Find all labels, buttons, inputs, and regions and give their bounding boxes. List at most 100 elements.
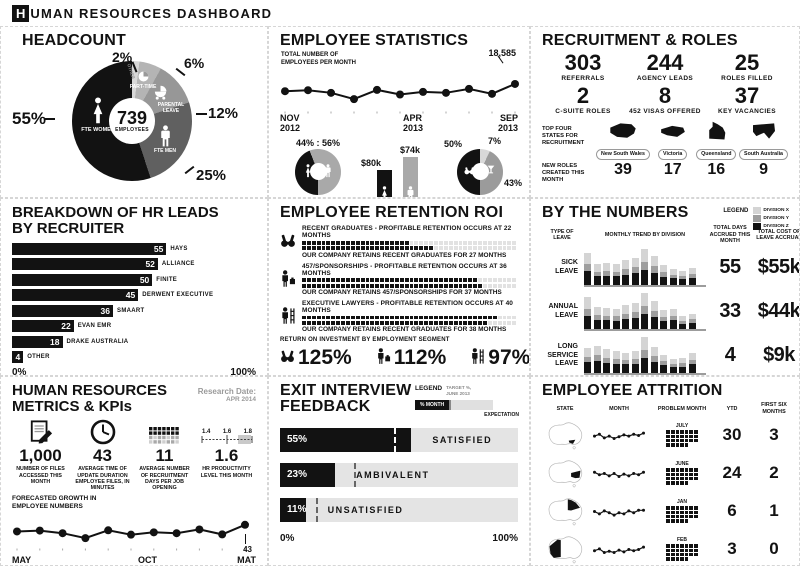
strip-square xyxy=(448,278,453,283)
strip-square xyxy=(302,283,306,288)
strip-square xyxy=(512,283,517,288)
leave-rows: SICK LEAVE 55 $55k ANNUAL LEAVE 33 $44k LONG S… xyxy=(542,247,799,375)
strip-square xyxy=(497,278,502,283)
strip-square xyxy=(370,320,375,325)
stacked-bar xyxy=(650,255,658,285)
callout-fte-men: 25% xyxy=(196,167,227,185)
strip-square xyxy=(346,246,350,251)
strip-square xyxy=(326,320,331,325)
attrition-row: JULY 30 3 xyxy=(542,416,788,453)
calendar-cell xyxy=(680,476,684,481)
strip-square xyxy=(507,315,512,320)
stacked-segment xyxy=(688,274,696,278)
strip-square xyxy=(429,315,434,320)
strip-square xyxy=(497,283,502,288)
stacked-segment xyxy=(584,271,591,285)
other-breakdown-mini: 50% 7% 43% OTHER INTERESTING EMPLOYEE BR… xyxy=(442,136,522,197)
leave-row: ANNUAL LEAVE 33 $44k xyxy=(542,291,799,333)
stacked-bar xyxy=(612,264,620,285)
stacked-segment xyxy=(650,272,658,285)
strip-square xyxy=(355,320,360,325)
strip-square xyxy=(463,246,468,251)
person-badge-icon xyxy=(280,263,298,296)
attrition-headers: STATE MONTH PROBLEM MONTH YTD FIRST SIX … xyxy=(556,402,787,415)
calendar-cell xyxy=(680,468,684,472)
strip-square xyxy=(482,283,487,288)
calendar-cell xyxy=(693,548,698,552)
stacked-segment xyxy=(679,270,686,276)
strip-square xyxy=(512,246,517,251)
map-qld xyxy=(542,496,588,526)
total-cost: $9k xyxy=(763,344,795,367)
stacked-segment xyxy=(641,261,648,270)
strip-square xyxy=(497,240,502,245)
strip-square xyxy=(326,246,331,251)
stacked-segment xyxy=(584,362,591,373)
total-days: 33 xyxy=(719,300,741,323)
calendar-cell xyxy=(666,548,671,552)
calendar-cell xyxy=(666,514,671,519)
strip-square xyxy=(482,246,487,251)
stacked-bar xyxy=(584,252,591,285)
leave-type-label: ANNUAL LEAVE xyxy=(548,303,578,319)
calendar-cell xyxy=(675,476,680,481)
employee-statistics-minis: 44% : 56% LEADERSHIP ROLES (FEMALE : MAL… xyxy=(280,136,522,197)
hr-lead-value: 55 xyxy=(153,243,164,254)
woman-icon xyxy=(380,186,389,197)
leave-trend-bars xyxy=(584,247,706,287)
calendar-cell xyxy=(671,506,675,510)
strip-square xyxy=(346,240,350,245)
callout-tick xyxy=(44,118,55,121)
strip-square xyxy=(434,246,438,251)
stacked-segment xyxy=(584,308,591,316)
legend-label: DIVISION X xyxy=(763,208,789,213)
average-rem-mini: $80k $74k AVERAGE REM (FEMALE : MALE) xyxy=(361,138,437,197)
stacked-segment xyxy=(584,315,591,329)
gauge-icon: 1.4 1.6 1.8 xyxy=(198,419,255,445)
strip-square xyxy=(306,246,311,251)
employees-x-axis: NOV 2012 APR 2013 SEP 2013 xyxy=(280,113,518,133)
stacked-segment xyxy=(650,317,658,329)
retention-body: 457/SPONSORSHIPS - PROFITABLE RETENTION … xyxy=(302,263,518,296)
stacked-bar xyxy=(593,345,601,373)
hr-lead-value: 18 xyxy=(50,336,60,347)
strip-square xyxy=(355,315,360,320)
strip-square xyxy=(321,283,326,288)
stacked-segment xyxy=(612,276,620,285)
calendar-cell xyxy=(666,476,671,481)
exit-target-marker xyxy=(315,497,318,522)
strip-square xyxy=(443,246,448,251)
strip-square xyxy=(458,246,463,251)
stacked-segment xyxy=(612,351,620,360)
leadership-ratio: 44% : 56% xyxy=(295,137,341,148)
strip-square xyxy=(399,278,404,283)
strip-square xyxy=(409,283,414,288)
strip-square xyxy=(385,315,390,320)
stacked-bar xyxy=(688,268,696,285)
strip-square xyxy=(360,315,365,320)
strip-square xyxy=(507,246,512,251)
strip-square xyxy=(331,240,336,245)
strip-square xyxy=(414,278,419,283)
calendar-cell xyxy=(671,468,675,472)
strip-square xyxy=(370,240,375,245)
calendar-cell xyxy=(680,506,684,510)
strip-square xyxy=(336,240,341,245)
strip-square xyxy=(502,278,507,283)
strip-square xyxy=(478,246,482,251)
strip-square xyxy=(448,320,453,325)
hr-lead-bar: 22 xyxy=(12,320,74,332)
strip-square xyxy=(346,320,350,325)
legend-label: DIVISION Z xyxy=(763,224,789,229)
calendar-cell xyxy=(671,472,675,476)
calendar-cell xyxy=(680,472,684,476)
male-rem-bar xyxy=(403,156,418,197)
calendar-cell xyxy=(684,472,689,476)
attrition-problem-month: FEB xyxy=(650,537,714,561)
strip-square xyxy=(316,320,321,325)
strip-square xyxy=(478,320,482,325)
strip-square xyxy=(487,283,492,288)
roi-value: 112% xyxy=(393,346,447,370)
strip-square xyxy=(394,283,399,288)
calendar-cell xyxy=(680,552,684,557)
